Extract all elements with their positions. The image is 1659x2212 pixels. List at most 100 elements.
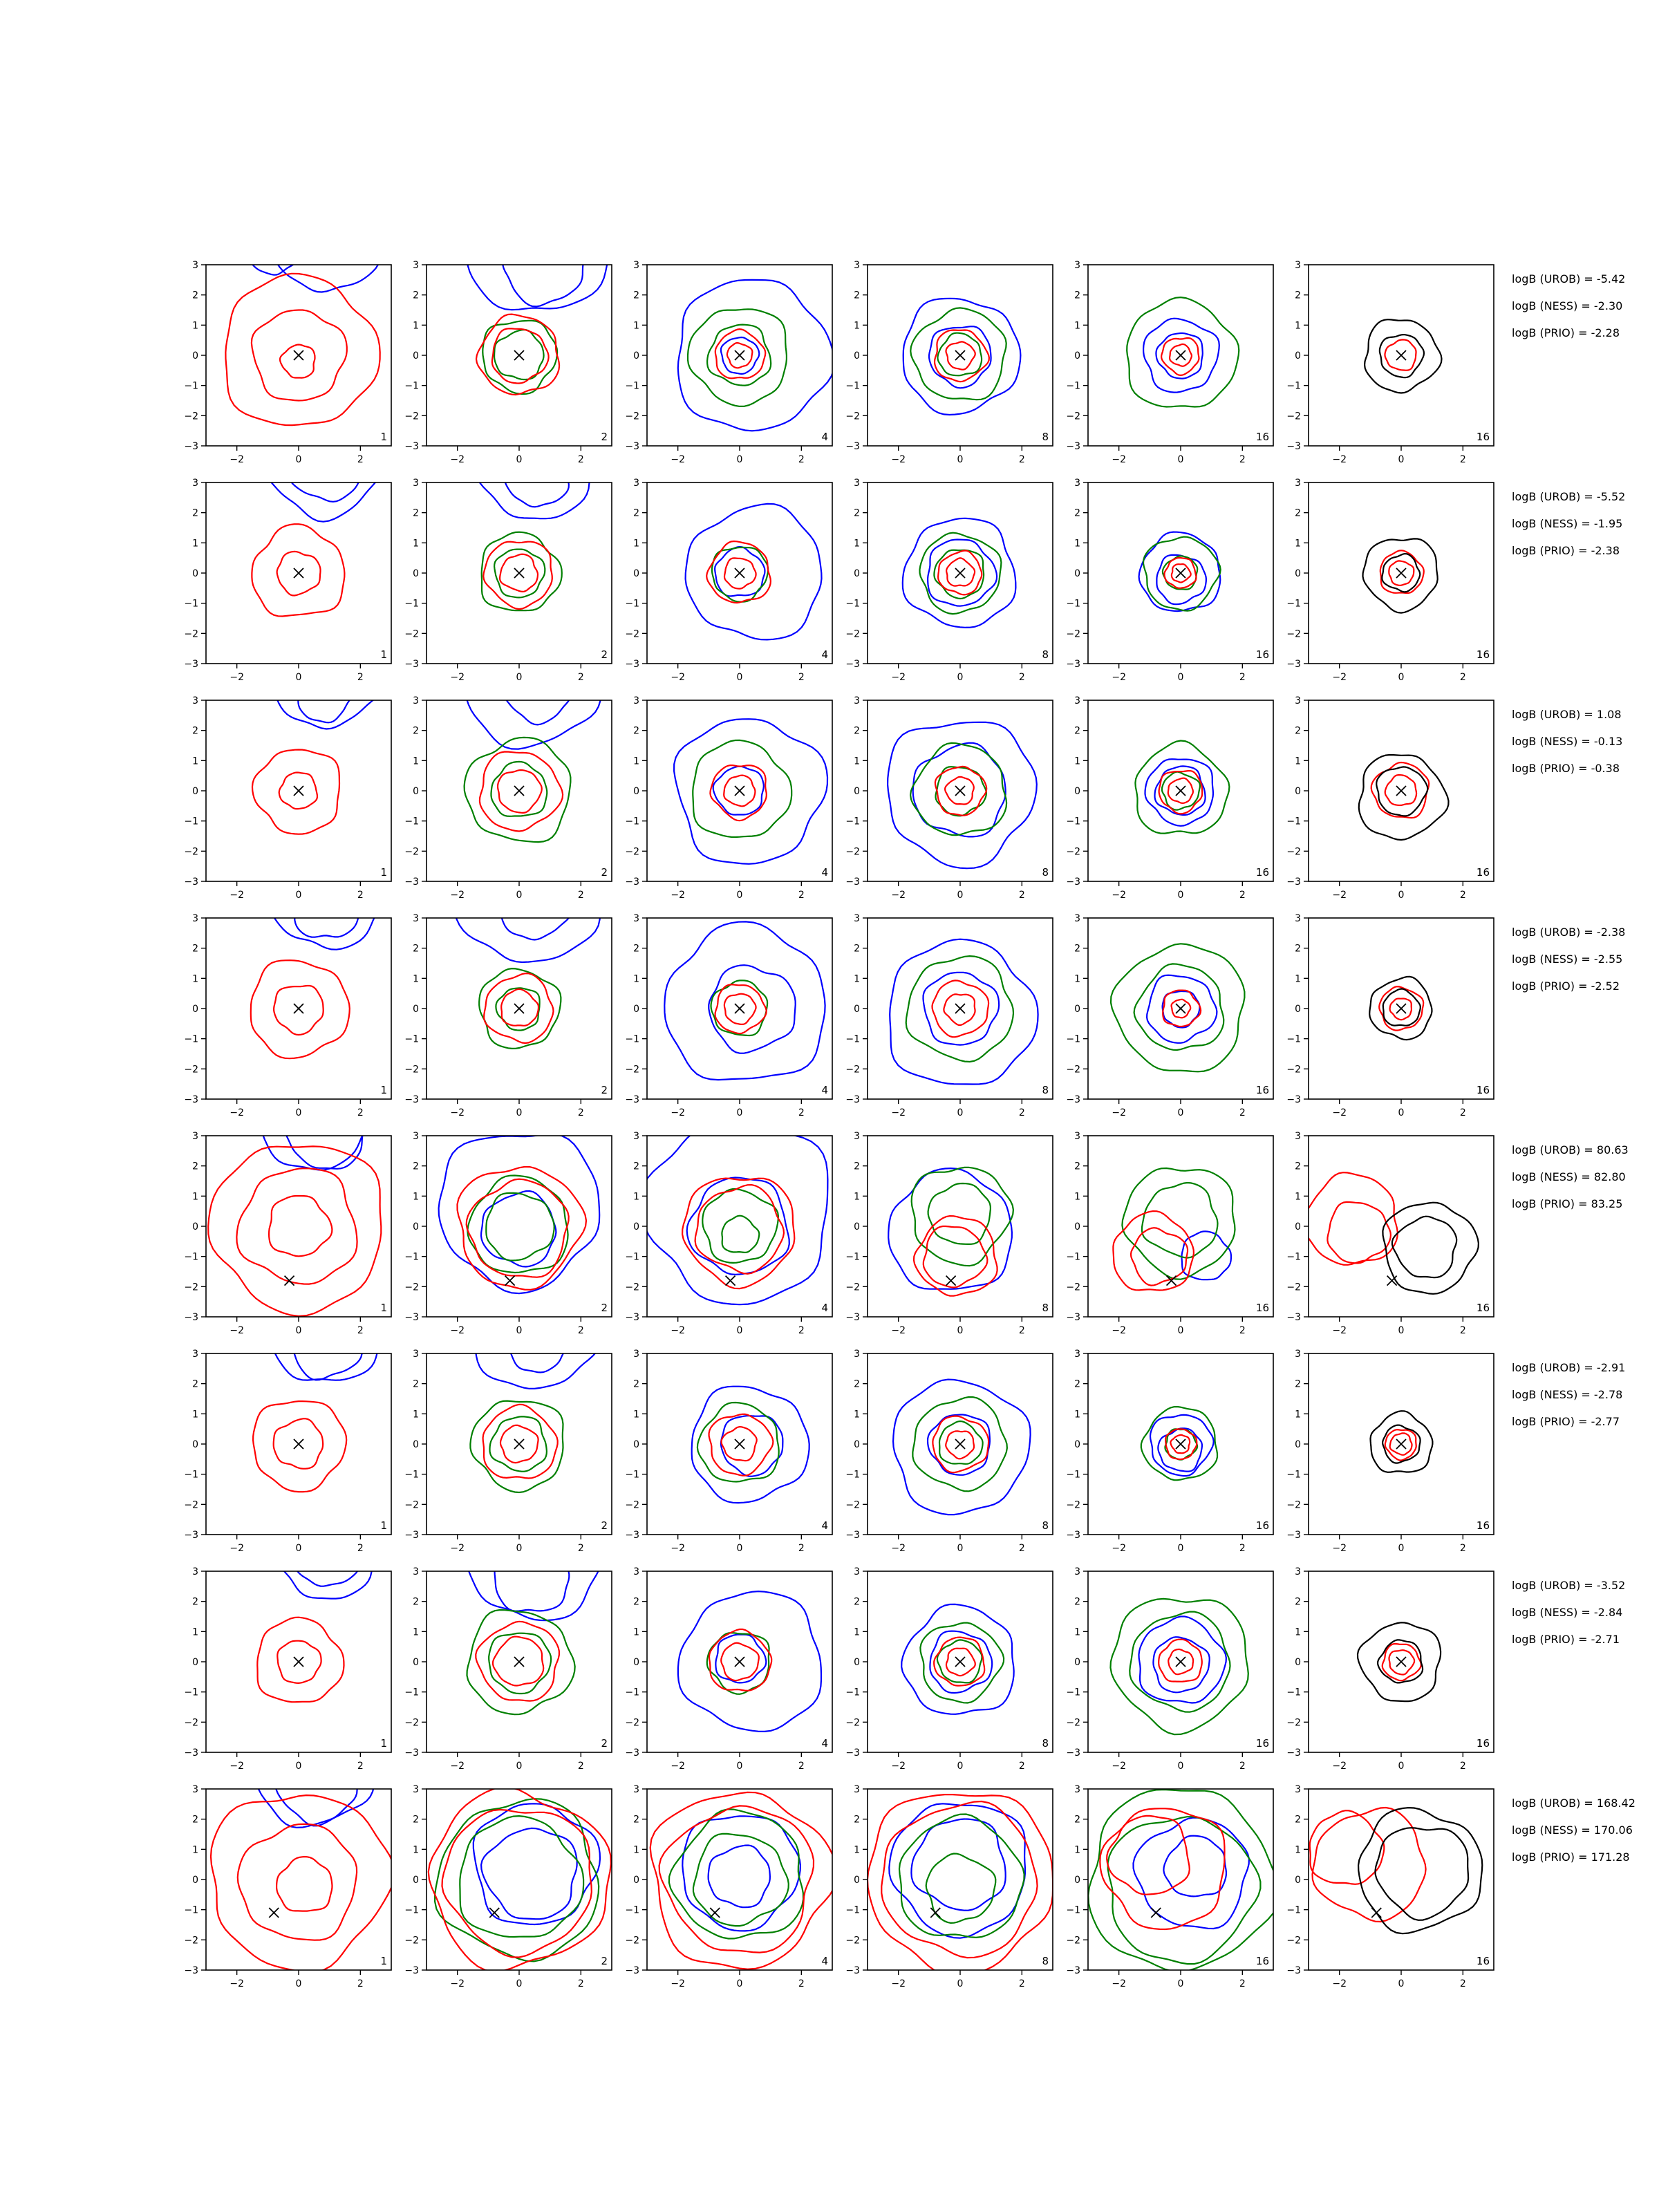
logb-stat: logB (NESS) = -2.78 [1512, 1388, 1622, 1401]
y-tick-label: 3 [413, 1131, 419, 1142]
blue-contour [926, 1414, 991, 1476]
y-tick-label: 3 [192, 913, 198, 924]
panel-label: 16 [1477, 1737, 1490, 1750]
green-contour [1134, 740, 1230, 834]
marker-x [1175, 350, 1186, 361]
y-tick-label: 3 [1074, 1349, 1080, 1360]
panel-label: 1 [380, 866, 387, 879]
red-contour [723, 993, 757, 1026]
marker-x [504, 1275, 516, 1286]
y-tick-label: 0 [413, 568, 419, 579]
x-tick-label: 0 [957, 672, 964, 683]
marker-x [514, 1656, 525, 1667]
y-tick-label: 3 [854, 1131, 860, 1142]
marker-x [734, 1656, 745, 1667]
y-tick-label: 1 [633, 538, 639, 549]
x-tick-label: −2 [891, 1761, 906, 1772]
blue-contour [1138, 531, 1221, 612]
y-tick-label: 1 [192, 1844, 198, 1855]
y-tick-label: −3 [845, 1094, 860, 1105]
red-contour [1106, 1815, 1190, 1895]
y-tick-label: −3 [184, 441, 198, 452]
y-tick-label: −3 [1286, 1312, 1301, 1323]
panel-r4-c3: −2 0 2 3 2 1 0 −1 −2 −3 4 [625, 913, 833, 1118]
red-contour [500, 988, 540, 1027]
y-tick-label: 1 [633, 1191, 639, 1202]
contours [251, 482, 377, 617]
red-contour [276, 1640, 322, 1685]
x-tick-label: 2 [1460, 1325, 1466, 1336]
x-tick-label: 2 [578, 1325, 584, 1336]
y-tick-label: 2 [192, 1379, 198, 1390]
red-contour [1370, 761, 1430, 819]
marker-x [268, 1907, 279, 1918]
y-tick-label: 2 [192, 726, 198, 737]
blue-contour [888, 1803, 1027, 1939]
red-contour [1311, 1806, 1427, 1923]
y-tick-label: −1 [404, 816, 419, 827]
x-tick-label: 0 [737, 890, 743, 901]
y-tick-label: −3 [404, 1094, 419, 1105]
logb-stat: logB (NESS) = 82.80 [1512, 1170, 1626, 1183]
panel-label: 8 [1042, 1302, 1049, 1314]
panel-r8-c2: −2 0 2 3 2 1 0 −1 −2 −3 2 [404, 1784, 612, 1989]
y-tick-label: 3 [413, 1784, 419, 1795]
y-tick-label: 3 [192, 1349, 198, 1360]
x-tick-label: 0 [516, 1761, 523, 1772]
panel-r6-c5: −2 0 2 3 2 1 0 −1 −2 −3 16 [1066, 1349, 1274, 1554]
y-tick-label: 0 [633, 786, 639, 797]
red-contour [478, 751, 564, 832]
marker-x [955, 1656, 966, 1667]
marker-x [514, 568, 525, 579]
red-contour [498, 553, 539, 593]
y-tick-label: 0 [633, 1875, 639, 1886]
black-contour [1381, 1424, 1421, 1464]
panel-label: 16 [1477, 1302, 1490, 1314]
green-contour [490, 760, 548, 817]
x-tick-label: −2 [1332, 1761, 1347, 1772]
x-tick-label: 2 [1239, 1978, 1246, 1989]
green-contour [692, 739, 793, 838]
red-contour [868, 1794, 1053, 1970]
x-tick-label: −2 [1332, 890, 1347, 901]
marker-x [293, 350, 304, 361]
red-contour [475, 1620, 560, 1702]
green-contour [463, 736, 572, 843]
blue-contour [892, 1378, 1031, 1516]
contours [886, 721, 1038, 870]
y-tick-label: 0 [633, 1439, 639, 1450]
blue-contour [910, 1818, 1006, 1911]
y-tick-label: −1 [625, 1470, 639, 1481]
axes-frame [867, 1135, 1053, 1318]
y-tick-label: −2 [625, 846, 639, 857]
marker-x [930, 1907, 941, 1918]
blue-contour [677, 279, 832, 432]
y-tick-label: −2 [404, 1935, 419, 1946]
panel-r5-c1: −2 0 2 3 2 1 0 −1 −2 −3 1 [184, 1131, 392, 1336]
y-tick-label: −2 [845, 1064, 860, 1075]
contours [902, 297, 1022, 416]
x-tick-label: 2 [1239, 672, 1246, 683]
y-tick-label: −2 [625, 411, 639, 422]
panel-r8-c1: −2 0 2 3 2 1 0 −1 −2 −3 1 [184, 1784, 392, 1989]
y-tick-label: 0 [1295, 1439, 1301, 1450]
x-tick-label: 0 [957, 1978, 964, 1989]
y-tick-label: −2 [1286, 846, 1301, 857]
y-tick-label: 0 [633, 1657, 639, 1668]
green-contour [692, 1833, 789, 1927]
panel-label: 2 [601, 1519, 608, 1532]
x-tick-label: −2 [229, 672, 244, 683]
green-contour [1141, 1181, 1219, 1259]
x-tick-label: 0 [516, 890, 523, 901]
y-tick-label: 2 [854, 944, 860, 955]
marker-x [955, 785, 966, 796]
panel-label: 4 [821, 1519, 828, 1532]
marker-x [734, 1003, 745, 1014]
panel-r6-c4: −2 0 2 3 2 1 0 −1 −2 −3 8 [845, 1349, 1053, 1554]
y-tick-label: 1 [1295, 1191, 1301, 1202]
contours [901, 1603, 1015, 1715]
blue-contour [1149, 1414, 1215, 1477]
panel-r1-c1: −2 0 2 3 2 1 0 −1 −2 −3 1 [184, 260, 392, 465]
blue-contour [276, 700, 375, 730]
y-tick-label: 2 [1295, 944, 1301, 955]
